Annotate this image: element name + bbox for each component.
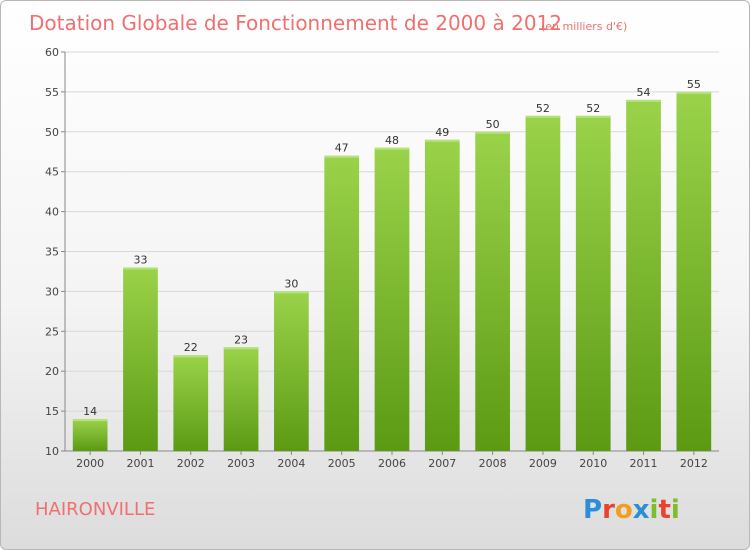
brand-letter: t <box>658 495 670 525</box>
x-tick-label: 2002 <box>177 457 205 470</box>
bar <box>123 267 158 451</box>
x-tick-label: 2004 <box>277 457 305 470</box>
x-tick-label: 2009 <box>529 457 557 470</box>
bar <box>324 155 360 452</box>
value-label: 14 <box>83 405 97 418</box>
bar-highlight <box>475 131 510 134</box>
value-labels: 14 33 22 23 30 47 48 49 50 52 52 54 55 <box>83 78 701 418</box>
value-label: 52 <box>586 102 600 115</box>
bar-highlight <box>223 347 259 350</box>
y-tick-label: 45 <box>45 166 59 179</box>
x-tick-label: 2001 <box>126 457 154 470</box>
value-label: 50 <box>486 118 500 131</box>
y-tick-labels: 10 15 20 25 30 35 40 45 50 55 60 <box>45 46 59 458</box>
bar <box>424 139 460 451</box>
x-tick-label: 2010 <box>579 457 607 470</box>
bars <box>72 91 712 452</box>
x-tick-label: 2011 <box>630 457 658 470</box>
x-tick-label: 2012 <box>680 457 708 470</box>
bar-highlight <box>173 355 209 358</box>
brand-letter: r <box>602 495 615 525</box>
bar <box>72 419 108 451</box>
brand-letter: P <box>583 495 602 525</box>
value-label: 48 <box>385 134 399 147</box>
bar <box>626 99 661 451</box>
value-label: 54 <box>637 86 651 99</box>
x-tick-label: 2005 <box>328 457 356 470</box>
bar <box>274 291 309 451</box>
value-label: 23 <box>234 333 248 346</box>
y-tick-label: 50 <box>45 126 59 139</box>
value-label: 33 <box>133 253 147 266</box>
x-tick-label: 2007 <box>428 457 456 470</box>
chart-title: Dotation Globale de Fonctionnement de 20… <box>29 11 562 35</box>
y-tick-label: 60 <box>45 46 59 59</box>
bar <box>575 115 611 451</box>
value-label: 49 <box>435 126 449 139</box>
value-label: 30 <box>284 277 298 290</box>
y-tick-label: 25 <box>45 325 59 338</box>
y-tick-label: 20 <box>45 365 59 378</box>
y-tick-label: 30 <box>45 285 59 298</box>
bar-highlight <box>676 91 712 94</box>
bar-highlight <box>575 115 611 118</box>
bar <box>223 347 259 451</box>
bar-highlight <box>626 99 661 102</box>
bar <box>525 115 561 451</box>
bar-highlight <box>374 147 410 150</box>
x-tick-labels: 2000 2001 2002 2003 2004 2005 2006 2007 2008 2009… <box>76 457 708 470</box>
x-tick-label: 2003 <box>227 457 255 470</box>
x-tick-label: 2000 <box>76 457 104 470</box>
y-tick-label: 55 <box>45 86 59 99</box>
y-tick-label: 40 <box>45 206 59 219</box>
bar-highlight <box>274 291 309 294</box>
brand-letter: i <box>650 495 659 525</box>
value-label: 55 <box>687 78 701 91</box>
y-tick-label: 10 <box>45 445 59 458</box>
y-tick-label: 15 <box>45 405 59 418</box>
bar-highlight <box>324 155 360 158</box>
value-label: 52 <box>536 102 550 115</box>
x-tick-label: 2008 <box>479 457 507 470</box>
value-label: 22 <box>184 341 198 354</box>
x-tick-label: 2006 <box>378 457 406 470</box>
chart-subtitle: (en milliers d'€) <box>541 20 627 33</box>
bar-highlight <box>123 267 158 270</box>
bar <box>676 91 712 452</box>
bar-highlight <box>72 419 108 422</box>
brand-wordmark: Proxiti <box>583 495 680 525</box>
brand-letter: o <box>615 495 633 525</box>
y-tick-label: 35 <box>45 246 59 259</box>
commune-name: HAIRONVILLE <box>35 499 155 520</box>
brand-letter: x <box>633 495 650 525</box>
bar-highlight <box>424 139 460 142</box>
bar <box>475 131 510 452</box>
proxiti-logo: Proxiti <box>583 495 680 525</box>
bar <box>374 147 410 451</box>
bar-highlight <box>525 115 561 118</box>
value-label: 47 <box>335 142 349 155</box>
brand-letter: i <box>671 495 680 525</box>
bar <box>173 355 209 451</box>
